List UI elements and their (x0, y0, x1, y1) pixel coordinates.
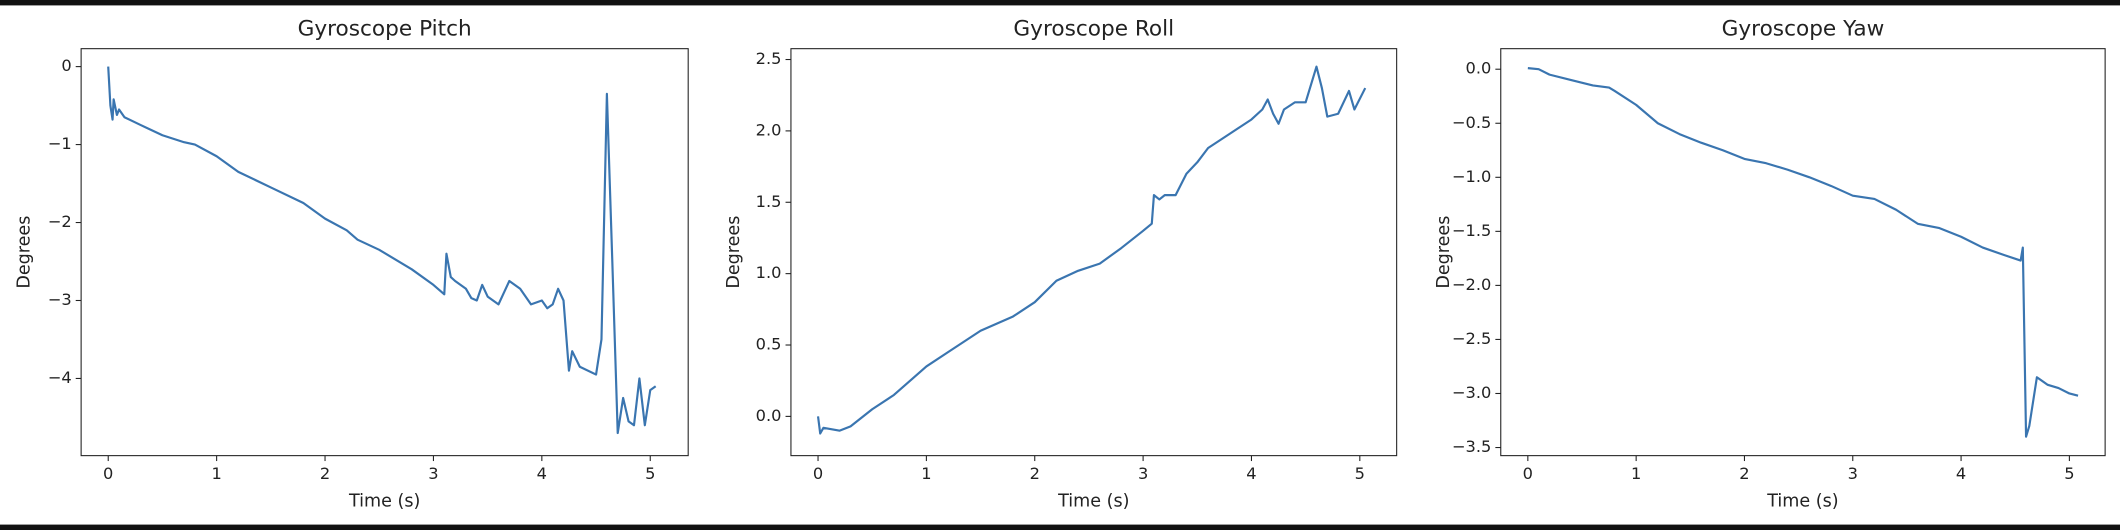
x-tick-label: 2 (1030, 464, 1040, 483)
x-tick-label: 5 (645, 464, 655, 483)
x-tick-label: 2 (1739, 464, 1749, 483)
x-tick-label: 5 (1355, 464, 1365, 483)
y-tick-label: 0 (61, 56, 71, 75)
y-tick-label: −1 (48, 134, 72, 153)
y-tick-label: −2.0 (1452, 275, 1491, 294)
x-tick-label: 4 (537, 464, 547, 483)
x-tick-label: 0 (813, 464, 823, 483)
y-axis-label: Degrees (724, 216, 744, 289)
data-line (1527, 67, 2079, 438)
x-tick-label: 3 (1138, 464, 1148, 483)
data-line (107, 66, 657, 435)
y-tick-label: −2 (48, 212, 72, 231)
y-tick-label: −4 (48, 368, 72, 387)
data-line (816, 65, 1367, 435)
chart-title: Gyroscope Yaw (1722, 17, 1885, 42)
y-tick-label: −2.5 (1452, 329, 1491, 348)
x-tick-label: 0 (1523, 464, 1533, 483)
y-tick-label: −1.5 (1452, 221, 1491, 240)
y-tick-label: 0.0 (1466, 59, 1492, 78)
y-tick-label: −3 (48, 290, 72, 309)
y-tick-label: 2.0 (756, 120, 782, 139)
x-tick-label: 1 (921, 464, 931, 483)
chart-title: Gyroscope Roll (1013, 17, 1174, 42)
y-tick-label: −3.0 (1452, 383, 1491, 402)
plot-area (1500, 48, 2106, 457)
y-tick-label: −3.5 (1452, 437, 1491, 456)
x-tick-label: 5 (2064, 464, 2074, 483)
y-tick-label: 2.5 (756, 49, 782, 68)
top-border (0, 0, 2120, 6)
x-tick-label: 3 (1848, 464, 1858, 483)
y-axis-label: Degrees (14, 216, 34, 289)
y-tick-label: −1.0 (1452, 167, 1491, 186)
y-tick-label: 0.5 (756, 335, 782, 354)
plot-area (790, 48, 1398, 457)
x-axis-label: Time (s) (1766, 492, 1838, 512)
x-tick-label: 0 (103, 464, 113, 483)
x-tick-label: 1 (1631, 464, 1641, 483)
x-axis-label: Time (s) (1057, 492, 1129, 512)
x-tick-label: 2 (320, 464, 330, 483)
x-tick-label: 4 (1246, 464, 1256, 483)
y-tick-label: 1.5 (756, 192, 782, 211)
x-tick-label: 3 (428, 464, 438, 483)
x-axis-label: Time (s) (348, 492, 420, 512)
y-tick-label: 0.0 (756, 406, 782, 425)
y-tick-label: −0.5 (1452, 113, 1491, 132)
chart-title: Gyroscope Pitch (298, 17, 472, 42)
y-axis-label: Degrees (1434, 216, 1454, 289)
x-tick-label: 1 (211, 464, 221, 483)
y-tick-label: 1.0 (756, 263, 782, 282)
bottom-border (0, 524, 2120, 530)
x-tick-label: 4 (1956, 464, 1966, 483)
